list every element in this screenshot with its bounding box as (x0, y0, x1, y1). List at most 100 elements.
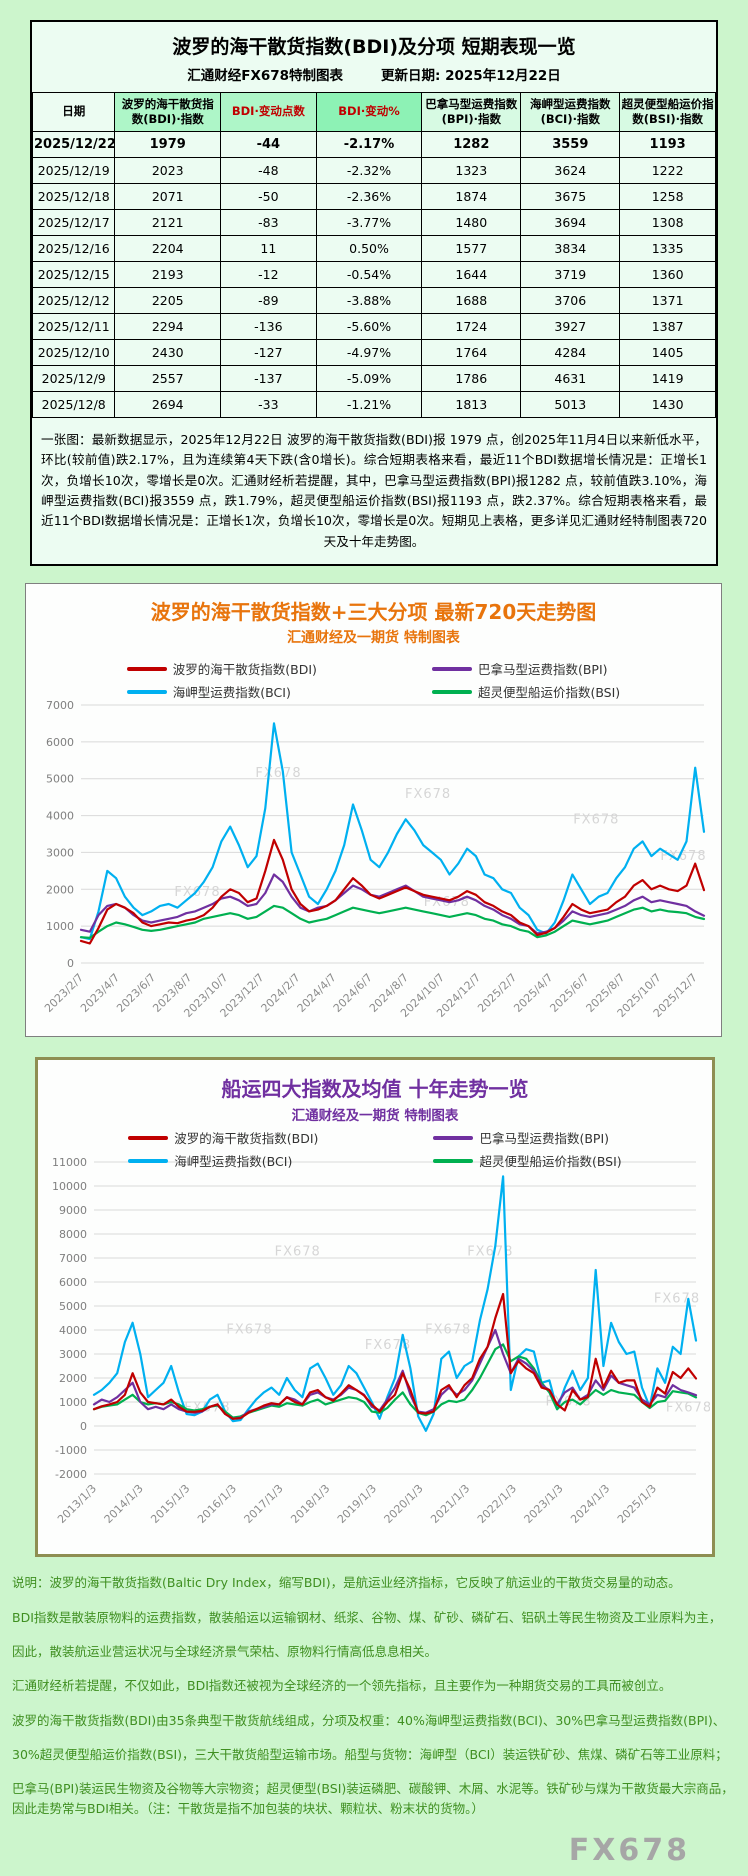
table-cell: -127 (220, 338, 317, 366)
table-cell: -3.77% (315, 208, 423, 236)
table-cell: 3834 (520, 234, 621, 262)
y-tick-label: 7000 (46, 699, 74, 712)
table-cell: -5.60% (315, 312, 423, 340)
chart-watermark: FX678 (425, 1323, 471, 1338)
table-cell: 3927 (520, 312, 621, 340)
y-tick-label: 2000 (59, 1372, 87, 1385)
table-cell: 2205 (114, 286, 222, 314)
table-cell: -4.97% (315, 338, 423, 366)
footer-line: 因此，散装航运业营运状况与全球经济景气荣枯、原物料行情高低息息相关。 (12, 1643, 438, 1659)
x-tick-label: 2019/1/3 (335, 1482, 379, 1526)
table-cell: 4284 (520, 338, 621, 366)
table-cell: 2025/12/17 (31, 208, 116, 236)
footer-line: BDI指数是散装原物料的运费指数，散装船运以运输钢材、纸浆、谷物、煤、矿砂、磷矿… (12, 1609, 722, 1625)
table-cell: 1480 (421, 208, 522, 236)
table-cell: 2025/12/8 (31, 390, 116, 418)
chart-10year-subtitle: 汇通财经及一期货 特制图表 (291, 1108, 459, 1125)
table-cell: 1764 (421, 338, 522, 366)
series-line-bci (79, 722, 706, 941)
chart-watermark: FX678 (660, 849, 706, 864)
table-cell: -89 (220, 286, 317, 314)
page: { "page": { "watermark": "FX678" }, "rep… (0, 20, 748, 1869)
table-cell: 1282 (421, 130, 522, 158)
footer-notes: 说明：波罗的海干散货指数(Baltic Dry Index，缩写BDI)，是航运… (0, 1557, 748, 1868)
table-cell: 1371 (619, 286, 716, 314)
table-cell: 1644 (421, 260, 522, 288)
chart-720day-svg: 010002000300040005000600070002023/2/7202… (42, 699, 706, 1020)
table-cell: 1222 (619, 156, 716, 184)
chart-watermark: FX678 (226, 1323, 272, 1338)
chart-720day-title: 波罗的海干散货指数+三大分项 最新720天走势图 (150, 600, 597, 625)
table-cell: 1724 (421, 312, 522, 340)
table-cell: 1387 (619, 312, 716, 340)
table-cell: 3719 (520, 260, 621, 288)
x-tick-label: 2023/1/3 (522, 1482, 566, 1526)
report-update-date: 更新日期: 2025年12月22日 (381, 68, 561, 84)
table-row: 2025/12/11 2294 -136 -5.60% 1724 3927 1387 (31, 312, 716, 340)
x-tick-label: 2020/1/3 (382, 1482, 426, 1526)
chart-watermark: FX678 (174, 885, 220, 900)
table-cell: 3559 (520, 130, 621, 158)
table-cell: 3706 (520, 286, 621, 314)
y-tick-label: 0 (67, 957, 74, 970)
table-cell: 2025/12/16 (31, 234, 116, 262)
x-tick-label: 2018/1/3 (288, 1482, 332, 1526)
table-cell: -83 (220, 208, 317, 236)
footer-line: 30%超灵便型船运价指数(BSI)，三大干散货船型运输市场。船型与货物：海岬型（… (12, 1747, 728, 1763)
table-cell: 4631 (520, 364, 621, 392)
table-cell: 1786 (421, 364, 522, 392)
table-cell: -136 (220, 312, 317, 340)
series-line-bdi (92, 1293, 698, 1421)
table-cell: -2.32% (315, 156, 423, 184)
table-cell: 1335 (619, 234, 716, 262)
chart-watermark: FX678 (255, 766, 301, 781)
report-source: 汇通财经FX678特制图表 (187, 68, 344, 84)
x-tick-label: 2013/1/3 (55, 1482, 99, 1526)
table-cell: 1405 (619, 338, 716, 366)
table-cell: -12 (220, 260, 317, 288)
table-cell: 2557 (114, 364, 222, 392)
table-cell: -137 (220, 364, 317, 392)
y-tick-label: 8000 (59, 1228, 87, 1241)
chart-watermark: FX678 (365, 1338, 411, 1353)
table-body: 2025/12/22 1979 -44 -2.17% 1282 3559 1193 2025/… (31, 130, 716, 418)
table-cell: -2.36% (315, 182, 423, 210)
y-tick-label: 11000 (52, 1156, 87, 1169)
chart-720day-panel: 波罗的海干散货指数+三大分项 最新720天走势图 汇通财经及一期货 特制图表 0… (25, 583, 722, 1038)
table-row: 2025/12/12 2205 -89 -3.88% 1688 3706 1371 (31, 286, 716, 314)
table-row: 2025/12/10 2430 -127 -4.97% 1764 4284 1405 (31, 338, 716, 366)
report-title: 波罗的海干散货指数(BDI)及分项 短期表现一览 (172, 36, 576, 58)
x-tick-label: 2016/1/3 (195, 1482, 239, 1526)
table-cell: 2294 (114, 312, 222, 340)
y-tick-label: -2000 (55, 1468, 87, 1481)
table-row: 2025/12/15 2193 -12 -0.54% 1644 3719 1360 (31, 260, 716, 288)
table-cell: 2694 (114, 390, 222, 418)
table-cell: 2025/12/22 (31, 130, 116, 158)
short-term-table-panel: 波罗的海干散货指数(BDI)及分项 短期表现一览 汇通财经FX678特制图表 更新… (30, 20, 718, 567)
x-tick-label: 2022/1/3 (475, 1482, 519, 1526)
series-line-bpi (79, 873, 706, 935)
column-header: 日期 (31, 92, 116, 132)
fx678-watermark: FX678 (568, 1833, 690, 1869)
series-line-bci (92, 1175, 698, 1433)
y-tick-label: 6000 (59, 1276, 87, 1289)
chart-watermark: FX678 (573, 813, 619, 828)
column-header: 海岬型运费指数(BCI)·指数 (520, 92, 621, 132)
series-line-bsi (79, 905, 706, 940)
table-cell: 2025/12/18 (31, 182, 116, 210)
chart-720day-plot: 0 1000 2000 3000 4000 5000 6000 7000 2023/2/7 202… (26, 649, 721, 1033)
footer-line: 波罗的海干散货指数(BDI)由35条典型干散货航线组成，分项及权重：40%海岬型… (12, 1712, 726, 1728)
table-cell: 2023 (114, 156, 222, 184)
table-cell: 1979 (114, 130, 222, 158)
table-cell: -44 (220, 130, 317, 158)
chart-10year-plot: -2000 -1000 0 1000 2000 3000 4000 5000 6000 7000 8… (38, 1126, 712, 1550)
y-tick-label: 3000 (59, 1348, 87, 1361)
table-row: 2025/12/18 2071 -50 -2.36% 1874 3675 1258 (31, 182, 716, 210)
y-tick-label: 1000 (59, 1396, 87, 1409)
y-tick-label: 5000 (59, 1300, 87, 1313)
y-tick-label: -1000 (55, 1444, 87, 1457)
table-cell: 3624 (520, 156, 621, 184)
table-cell: 1874 (421, 182, 522, 210)
table-cell: 1577 (421, 234, 522, 262)
column-header: BDI·变动点数 (220, 92, 317, 132)
